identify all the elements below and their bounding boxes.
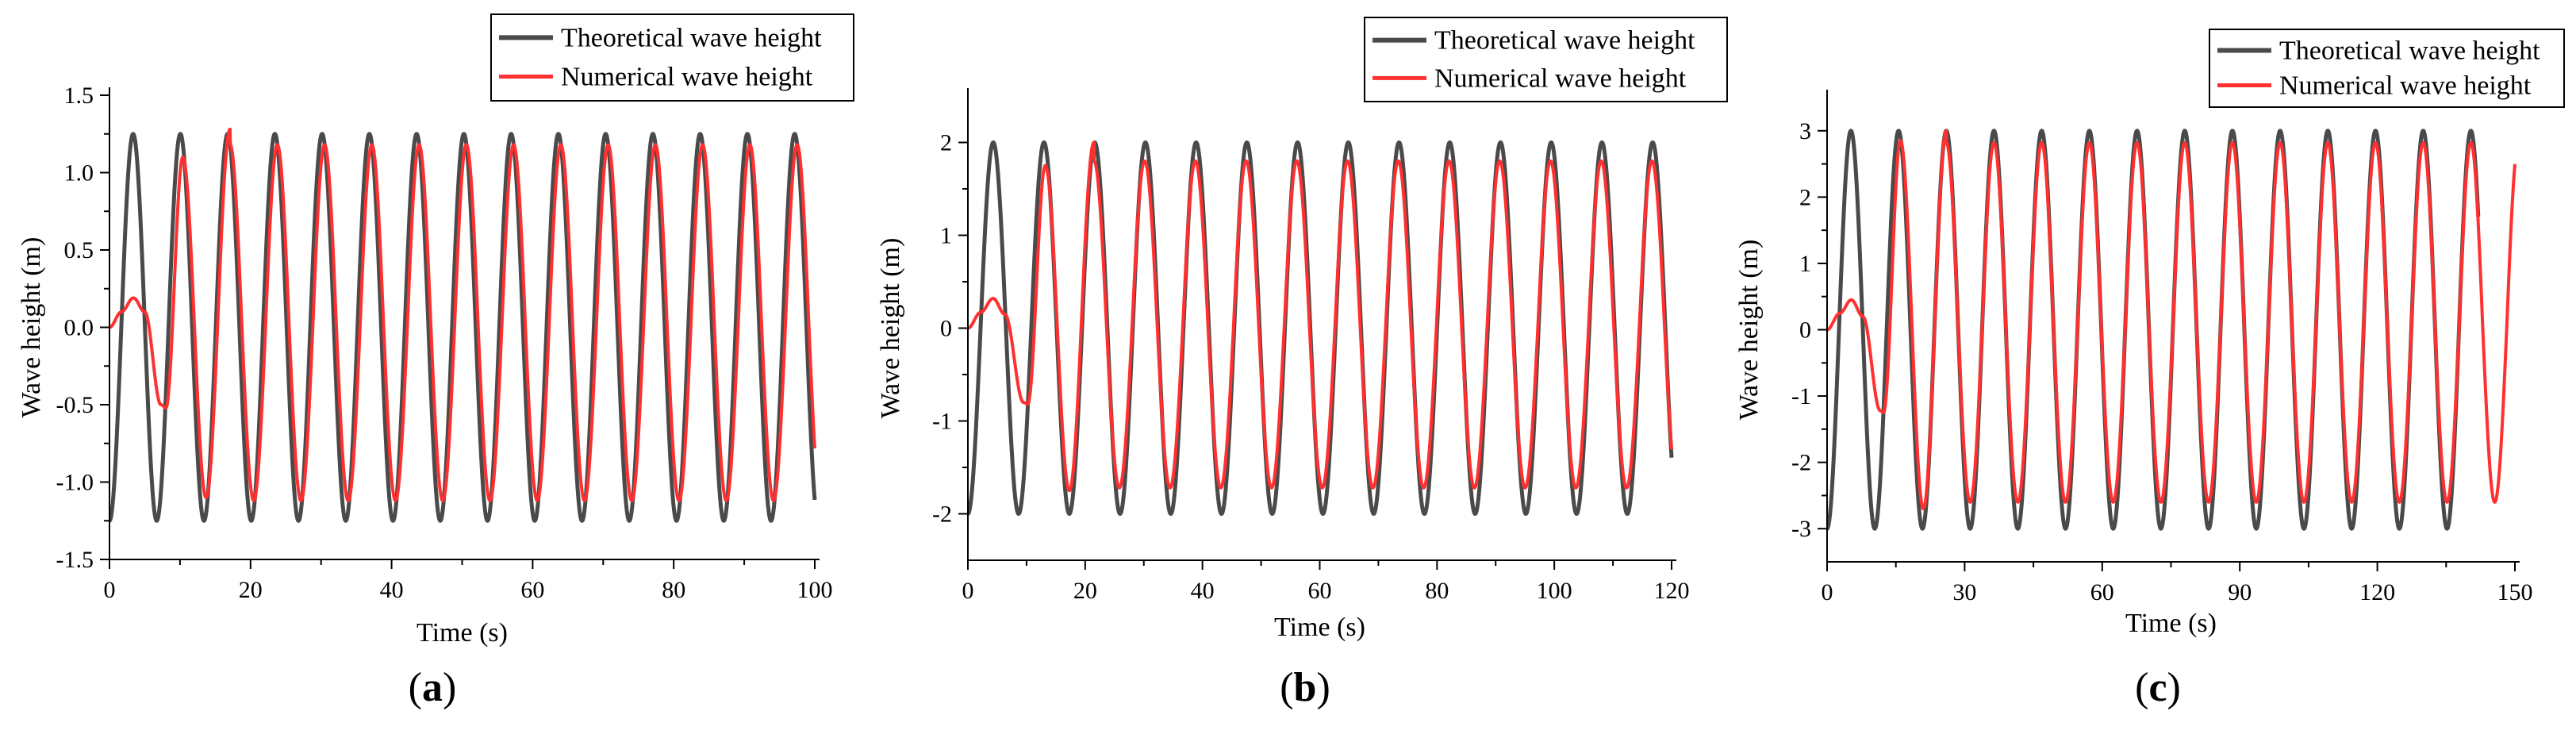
x-tick-label: 90 <box>2228 579 2252 605</box>
x-tick-label: 60 <box>2090 579 2114 605</box>
legend-label: Numerical wave height <box>1434 63 1687 93</box>
x-axis-title: Time (s) <box>1274 613 1365 642</box>
x-tick-label: 60 <box>520 577 544 603</box>
legend: Theoretical wave height Numerical wave he… <box>490 13 854 102</box>
y-axis-title: Wave height (m) <box>876 238 905 419</box>
x-tick-label: 150 <box>2497 579 2533 605</box>
y-tick-label: 1 <box>940 223 952 249</box>
y-tick-label: -1.0 <box>56 470 94 496</box>
x-tick-label: 60 <box>1308 578 1332 604</box>
y-tick-label: 2 <box>1799 184 1811 210</box>
x-tick-label: 40 <box>1191 578 1215 604</box>
x-tick-label: 120 <box>2359 579 2395 605</box>
panel-label: (a) <box>409 665 457 710</box>
chart-panel-b: 0 20 40 60 80 100 120 -2 -1 0 1 2 Time (s) Wave heigh… <box>876 17 1728 710</box>
chart-panel-c: 0 30 60 90 120 150 -3 -2 -1 0 1 2 3 Time (s) Wave heig… <box>1734 29 2565 710</box>
x-tick-label: 80 <box>1425 578 1449 604</box>
x-tick-label: 40 <box>380 577 404 603</box>
legend: Theoretical wave height Numerical wave he… <box>1364 17 1728 102</box>
panel-label: (b) <box>1280 665 1330 710</box>
y-tick-label: 0.5 <box>64 237 94 263</box>
y-tick-label: 0 <box>940 316 952 342</box>
x-tick-label: 100 <box>797 577 833 603</box>
legend-label: Theoretical wave height <box>561 23 822 52</box>
x-tick-label: 120 <box>1654 578 1690 604</box>
x-tick-label: 0 <box>1822 579 1833 605</box>
x-tick-label: 30 <box>1952 579 1976 605</box>
y-tick-label: -0.5 <box>56 392 94 418</box>
legend-box <box>490 13 854 102</box>
legend-label: Numerical wave height <box>2279 71 2532 101</box>
y-tick-label: -3 <box>1791 516 1811 542</box>
y-tick-label: 1.0 <box>64 160 94 186</box>
y-axis-title: Wave height (m) <box>17 237 46 418</box>
series-line-numerical <box>109 127 816 502</box>
series-line-numerical <box>1827 129 2516 511</box>
legend-label: Theoretical wave height <box>1434 26 1695 56</box>
x-tick-label: 20 <box>1073 578 1097 604</box>
y-tick-label: -2 <box>1791 450 1811 476</box>
legend-box <box>1364 17 1728 102</box>
panel-label: (c) <box>2135 665 2181 710</box>
x-tick-label: 80 <box>662 577 685 603</box>
x-tick-label: 0 <box>104 577 116 603</box>
series-line-numerical <box>968 140 1673 493</box>
y-tick-label: 1.5 <box>64 83 94 109</box>
x-axis-title: Time (s) <box>2125 609 2217 638</box>
y-tick-label: 1 <box>1799 251 1811 277</box>
x-tick-label: 100 <box>1537 578 1572 604</box>
x-axis-title: Time (s) <box>417 618 508 648</box>
legend-label: Numerical wave height <box>561 62 813 91</box>
y-tick-label: -1.5 <box>56 547 94 573</box>
y-tick-label: 0.0 <box>64 315 94 341</box>
legend-label: Theoretical wave height <box>2279 36 2540 65</box>
y-tick-label: 3 <box>1799 118 1811 144</box>
y-tick-label: 0 <box>1799 317 1811 344</box>
legend: Theoretical wave height Numerical wave he… <box>2209 29 2565 108</box>
x-tick-label: 0 <box>962 578 974 604</box>
y-tick-label: -1 <box>1791 383 1811 409</box>
chart-panel-a: 0 20 40 60 80 100 -1.5 -1.0 -0.5 0.0 0.5 1.0 1.5 Time… <box>17 13 854 710</box>
x-tick-label: 20 <box>239 577 263 603</box>
y-tick-label: -2 <box>932 502 952 528</box>
y-tick-label: -1 <box>932 409 952 435</box>
y-axis-title: Wave height (m) <box>1734 240 1764 421</box>
y-tick-label: 2 <box>940 130 952 156</box>
legend-box <box>2209 29 2565 108</box>
